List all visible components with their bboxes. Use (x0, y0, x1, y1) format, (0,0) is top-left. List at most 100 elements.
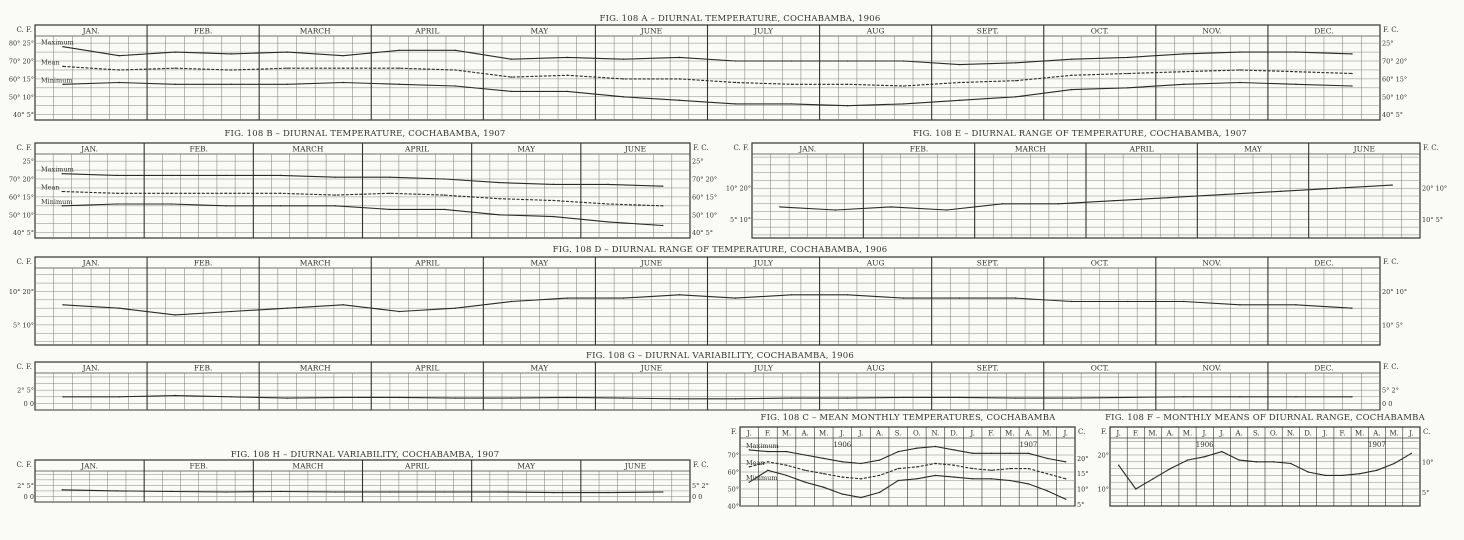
month-label: OCT. (1091, 364, 1109, 373)
data-point (230, 83, 232, 85)
series-line-minimum (62, 81, 1353, 107)
data-point (389, 192, 391, 195)
month-label: JAN. (82, 27, 100, 36)
data-point (510, 90, 513, 93)
month-label: FEB. (189, 462, 208, 471)
data-point (389, 208, 391, 211)
left-tick-label: 40° (727, 503, 739, 511)
data-point (1071, 300, 1073, 303)
data-point (62, 396, 64, 398)
month-label: MAY (531, 259, 550, 268)
data-point (1272, 461, 1275, 463)
month-label: M. (782, 430, 791, 438)
left-tick-label: 20° (1097, 452, 1109, 460)
left-tick-label: 10° (1097, 486, 1109, 494)
right-tick-label: 5° (1077, 501, 1084, 509)
left-tick-label: 25° (22, 158, 34, 166)
data-point (953, 449, 955, 451)
right-tick-label: 10° 5° (1382, 321, 1403, 329)
data-point (990, 452, 992, 454)
data-point (902, 60, 905, 62)
data-point (398, 49, 400, 51)
data-point (1341, 474, 1344, 477)
right-tick-label: 5° 2° (692, 482, 709, 490)
data-point (286, 51, 288, 53)
data-point (566, 74, 569, 77)
left-tick-label: 2° 5° (17, 387, 34, 395)
right-tick-label: 0 0 (692, 493, 702, 501)
data-point (1015, 79, 1017, 82)
data-point (934, 474, 937, 477)
data-point (767, 469, 769, 471)
data-point (779, 206, 781, 208)
data-point (1183, 396, 1185, 398)
data-point (1117, 464, 1120, 466)
left-tick-label: 5° 10° (13, 321, 34, 329)
data-point (734, 297, 737, 299)
data-point (1351, 307, 1353, 309)
month-label: F. (765, 430, 771, 438)
month-label: J. (1201, 430, 1207, 438)
month-label: AUG (866, 27, 885, 36)
data-point (1255, 461, 1258, 463)
data-point (1046, 473, 1048, 475)
series-label-minimum: Minimum (41, 76, 73, 84)
data-point (334, 176, 336, 178)
data-point (443, 491, 446, 493)
month-label: MARCH (300, 364, 331, 373)
year-label: 1907 (1368, 441, 1386, 449)
data-point (552, 199, 555, 202)
data-point (804, 481, 806, 483)
data-point (1027, 467, 1030, 470)
data-point (804, 454, 806, 456)
data-point (342, 67, 344, 69)
data-point (334, 491, 336, 493)
month-label: FEB. (194, 27, 213, 36)
data-point (902, 396, 905, 399)
data-point (934, 462, 937, 465)
data-point (678, 398, 681, 400)
data-point (878, 474, 881, 477)
data-point (1046, 490, 1048, 492)
data-point (454, 85, 457, 87)
data-point (902, 297, 905, 299)
month-label: A. (1166, 430, 1174, 438)
title-fig-b: FIG. 108 B – DIURNAL TEMPERATURE, COCHAB… (224, 129, 506, 139)
data-point (498, 181, 500, 184)
year-label: 1906 (1196, 441, 1214, 449)
data-point (790, 83, 793, 85)
right-tick-label: 70° 20° (1382, 58, 1407, 66)
data-point (1239, 69, 1241, 71)
data-point (1351, 72, 1353, 75)
month-label: A. (875, 430, 883, 438)
data-point (622, 397, 625, 399)
data-point (916, 447, 918, 449)
data-point (1183, 71, 1185, 73)
data-point (1307, 471, 1309, 473)
data-point (279, 174, 282, 177)
data-point (823, 486, 825, 488)
data-point (118, 307, 120, 309)
data-point (1238, 459, 1240, 461)
data-point (790, 294, 793, 296)
data-point (116, 490, 118, 492)
month-label: JAN. (82, 259, 100, 268)
data-point (622, 58, 625, 60)
series-line-value (779, 184, 1393, 211)
data-point (662, 491, 664, 493)
data-point (1071, 58, 1073, 60)
month-label: JUNE (1353, 145, 1375, 154)
data-point (785, 464, 788, 466)
data-point (286, 397, 288, 399)
month-label: MARCH (292, 145, 323, 154)
data-point (1224, 193, 1226, 196)
title-fig-e: FIG. 108 E – DIURNAL RANGE OF TEMPERATUR… (912, 129, 1248, 139)
data-point (342, 304, 344, 306)
month-label: FEB. (194, 259, 213, 268)
month-label: J. (1219, 430, 1225, 438)
series-label-mean: Mean (41, 58, 60, 66)
data-point (1071, 88, 1073, 91)
left-tick-label: 5° 10° (730, 216, 751, 224)
data-point (860, 496, 862, 499)
